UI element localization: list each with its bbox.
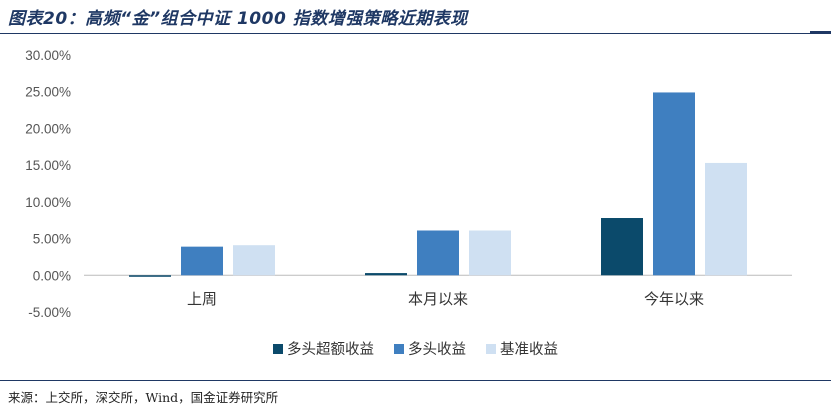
x-category-label: 本月以来 <box>408 290 468 308</box>
bar-1-1 <box>129 275 171 277</box>
bar-2-2 <box>417 230 459 276</box>
top-rule <box>0 33 831 34</box>
bar-3-1 <box>233 245 275 276</box>
y-tick-label: 0.00% <box>33 268 71 283</box>
bar-1-3 <box>601 218 643 276</box>
legend-item-benchmark: 基准收益 <box>486 338 558 359</box>
chart-title: 图表20：高频“金”组合中证 1000 指数增强策略近期表现 <box>8 9 468 29</box>
bar-3-2 <box>469 230 511 276</box>
x-category-label: 上周 <box>187 290 217 308</box>
y-tick-label: 20.00% <box>25 121 71 136</box>
bar-chart: -5.00% 0.00% 5.00% 10.00% 15.00% 20.00% 25.00%… <box>25 48 792 320</box>
legend-label-excess: 多头超额收益 <box>287 342 374 358</box>
legend-swatch-long <box>394 343 404 354</box>
legend-label-long: 多头收益 <box>408 342 466 358</box>
y-tick-label: 30.00% <box>25 48 71 63</box>
x-categories: 上周 本月以来 今年以来 <box>187 290 704 308</box>
legend: 多头超额收益 多头收益 基准收益 <box>0 338 831 359</box>
legend-item-excess: 多头超额收益 <box>273 338 374 359</box>
y-tick-label: 15.00% <box>25 158 71 173</box>
y-tick-label: -5.00% <box>28 305 71 320</box>
legend-swatch-benchmark <box>486 343 496 354</box>
y-tick-label: 10.00% <box>25 195 71 210</box>
source-note: 来源：上交所，深交所，Wind，国金证券研究所 <box>8 390 279 405</box>
legend-item-long: 多头收益 <box>394 338 466 359</box>
bottom-rule <box>0 380 831 381</box>
bar-2-3 <box>653 92 695 276</box>
legend-swatch-excess <box>273 343 283 354</box>
legend-label-benchmark: 基准收益 <box>500 342 558 358</box>
top-rule-accent <box>810 31 831 33</box>
bar-2-1 <box>181 246 223 276</box>
y-axis-ticks: -5.00% 0.00% 5.00% 10.00% 15.00% 20.00% 25.00%… <box>25 48 71 320</box>
y-tick-label: 25.00% <box>25 85 71 100</box>
bar-3-3 <box>705 162 747 276</box>
bars <box>129 92 747 277</box>
y-tick-label: 5.00% <box>33 232 71 247</box>
x-category-label: 今年以来 <box>644 290 704 308</box>
bar-1-2 <box>365 273 407 276</box>
